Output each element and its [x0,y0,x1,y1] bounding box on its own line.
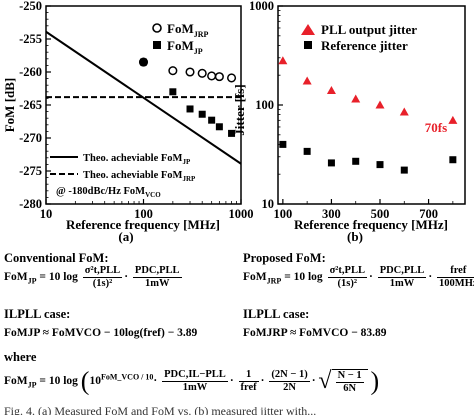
jitter-annotation: 70fs [425,120,447,135]
legend-fomjp-label: FoMJP [167,38,203,56]
jitter-pll-point [399,107,409,116]
fom-jp-point [140,58,147,66]
fom-jrp-point [227,73,237,83]
jitter-ref-point [400,166,408,174]
jitter-pll-point [375,100,385,109]
fom-xtick-label: 100 [134,207,153,221]
jitter-pll-point [326,86,336,95]
jitter-xlabel: Reference frequency [MHz] [294,217,448,232]
conventional-fom-heading: Conventional FoM: [4,251,109,265]
jitter-ref-point [449,156,457,164]
jitter-ref-point [279,140,287,148]
jitter-ytick-label: 10 [262,197,275,211]
jitter-xtick-label: 300 [322,207,341,221]
fom-jrp-point [207,71,217,81]
jitter-ref-point [303,147,311,155]
fom-ytick-label: -275 [19,164,42,178]
fom-jp-point [198,110,206,118]
proposed-fom-equation: FoMJRP = 10 log σ²t,PLL (1s)² · PDC,PLL 1mW… [243,265,474,290]
fom-ylabel: FoM [dB] [2,78,17,133]
legend-vco-label: @ -180dBc/Hz FoMVCO [56,186,161,199]
fom-panel-label: (a) [118,229,133,244]
fom-jrp-point [214,72,224,82]
fom-jp-point [228,129,236,137]
ilpll-heading-left: ILPLL case: [4,307,71,321]
legend-ref-label: Reference jitter [321,38,408,53]
fom-jrp-point [185,67,195,77]
ilpll-equation-right: FoMJRP ≈ FoMVCO − 83.89 [243,327,387,339]
where-equation: FoMJP = 10 log (10FoM_VCO / 10· PDC,IL−P… [4,366,380,396]
jitter-panel-label: (b) [347,229,363,244]
fom-theo-jp-line [45,30,242,165]
jitter-ref-point [376,161,384,169]
fom-jp-point [208,116,216,124]
legend-pll-marker [301,24,315,35]
legend-pll-label: PLL output jitter [321,22,417,37]
fom-jrp-point [168,66,178,76]
legend-solid-label: Theo. acheviable FoMJP [83,153,191,166]
jitter-pll-point [448,115,458,124]
legend-fomjp-marker [153,41,161,49]
jitter-pll-point [278,56,288,65]
jitter-pll-point [351,94,361,103]
fom-xtick-label: 1000 [229,207,254,221]
fom-xlabel: Reference frequency [MHz] [66,217,220,232]
fom-jrp-point [197,68,207,78]
fom-ytick-label: -250 [19,0,42,13]
legend-ref-marker [304,41,312,49]
proposed-fom-heading: Proposed FoM: [243,251,326,265]
jitter-xtick-label: 700 [419,207,438,221]
fom-ytick-label: -270 [19,131,42,145]
jitter-pll-point [302,76,312,85]
fom-xtick-label: 10 [40,207,53,221]
legend-dashed-label: Theo. acheviable FoMJRP [83,170,196,183]
legend-fomjrp-label: FoMJRP [167,21,208,39]
fom-jp-point [215,123,223,131]
where-heading: where [4,350,37,364]
legend-fomjrp-marker [152,23,162,33]
ilpll-heading-right: ILPLL case: [243,307,310,321]
fom-ytick-label: -280 [19,197,42,211]
fom-jp-point [169,88,177,96]
jitter-ref-point [352,157,360,165]
jitter-xtick-label: 500 [371,207,390,221]
figure-caption: Fig. 4. (a) Measured FoM and FoM vs. (b)… [4,404,317,415]
jitter-ytick-label: 100 [255,98,274,112]
jitter-ylabel: Jitter [fs] [232,84,247,135]
conventional-fom-equation: FoMJP = 10 log σ²t,PLL (1s)² · PDC,PLL 1mW [4,265,182,289]
jitter-ytick-label: 1000 [249,0,274,13]
fom-ytick-label: -260 [19,65,42,79]
fom-jp-point [186,105,194,113]
jitter-ref-point [327,159,335,167]
fom-ytick-label: -255 [19,32,42,46]
ilpll-equation-left: FoMJP ≈ FoMVCO − 10log(fref) − 3.89 [4,327,198,339]
fom-ytick-label: -265 [19,98,42,112]
jitter-xtick-label: 100 [273,207,292,221]
